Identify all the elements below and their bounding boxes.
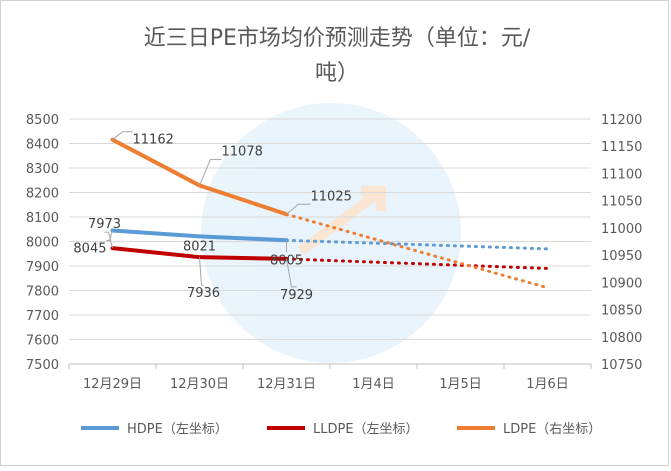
legend-label-ldpe: LDPE（右坐标） — [503, 422, 601, 437]
x-tick-label: 12月29日 — [83, 377, 142, 392]
legend-item-ldpe[interactable]: LDPE（右坐标） — [457, 422, 601, 437]
left-tick-label: 8100 — [26, 211, 59, 226]
forecast-line-hdpe — [285, 238, 549, 251]
x-tick-label: 12月31日 — [257, 377, 316, 392]
chart-title-line1: 近三日PE市场均价预测走势（单位：元/ — [144, 26, 531, 51]
x-axis: 12月29日 12月30日 12月31日 1月4日 1月5日 1月6日 — [68, 363, 592, 392]
x-tick-label: 12月30日 — [170, 377, 229, 392]
right-tick-label: 11050 — [601, 195, 642, 210]
leader-line — [199, 257, 204, 286]
leader-line — [199, 158, 222, 186]
legend-label-lldpe: LLDPE（左坐标） — [313, 422, 419, 437]
legend: HDPE（左坐标） LLDPE（左坐标） LDPE（右坐标） — [81, 422, 601, 437]
leader-line — [286, 203, 311, 215]
data-label-lldpe: 7936 — [187, 286, 220, 301]
left-tick-label: 7600 — [26, 334, 59, 349]
right-tick-label: 11100 — [601, 167, 642, 182]
left-tick-label: 8400 — [26, 138, 59, 153]
data-label-hdpe: 8045 — [73, 241, 106, 256]
legend-label-hdpe: HDPE（左坐标） — [127, 422, 228, 437]
data-label-ldpe: 11162 — [133, 133, 174, 148]
right-tick-label: 10800 — [601, 331, 642, 346]
leader-line — [106, 230, 113, 241]
left-tick-label: 7900 — [26, 260, 59, 275]
right-tick-label: 10750 — [601, 358, 642, 373]
right-tick-label: 10900 — [601, 276, 642, 291]
x-tick-label: 1月5日 — [439, 377, 482, 392]
left-tick-label: 7500 — [26, 358, 59, 373]
legend-item-lldpe[interactable]: LLDPE（左坐标） — [267, 422, 419, 437]
right-tick-label: 10850 — [601, 304, 642, 319]
left-axis: 7500 7600 7700 7800 7900 8000 8100 8200 8300 8400… — [26, 113, 59, 373]
left-tick-label: 8200 — [26, 187, 59, 202]
left-tick-label: 8500 — [26, 113, 59, 128]
x-tick-label: 1月4日 — [352, 377, 395, 392]
forecast-line-ldpe — [285, 212, 549, 290]
left-tick-label: 7700 — [26, 309, 59, 324]
data-label-ldpe: 11078 — [222, 144, 263, 159]
data-label-lldpe: 7973 — [88, 217, 121, 232]
right-tick-label: 11000 — [601, 222, 642, 237]
left-tick-label: 7800 — [26, 285, 59, 300]
data-label-lldpe: 7929 — [280, 288, 313, 303]
left-tick-label: 8300 — [26, 162, 59, 177]
forecast-line-lldpe — [285, 257, 549, 270]
series-line-hdpe — [110, 228, 289, 243]
right-axis: 10750 10800 10850 10900 10950 11000 11050 11100… — [601, 113, 642, 373]
watermark-logo — [201, 103, 461, 363]
x-tick-label: 1月6日 — [526, 377, 569, 392]
right-tick-label: 11200 — [601, 113, 642, 128]
data-label-hdpe: 8021 — [183, 239, 216, 254]
data-label-ldpe: 11025 — [311, 189, 352, 204]
leader-line — [286, 258, 297, 288]
left-tick-label: 8000 — [26, 236, 59, 251]
right-tick-label: 10950 — [601, 249, 642, 264]
leader-line — [112, 131, 133, 141]
legend-item-hdpe[interactable]: HDPE（左坐标） — [81, 422, 228, 437]
right-tick-label: 11150 — [601, 140, 642, 155]
leader-line — [104, 231, 113, 249]
chart-title-line2: 吨） — [315, 61, 359, 86]
